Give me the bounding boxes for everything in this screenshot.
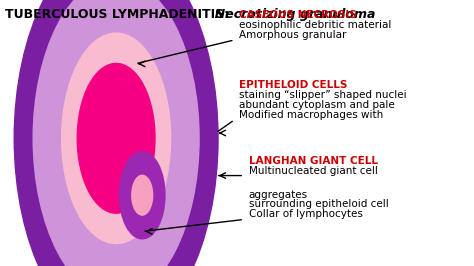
Text: staining “slipper” shaped nuclei: staining “slipper” shaped nuclei	[239, 90, 407, 100]
Text: aggregates: aggregates	[249, 189, 308, 200]
Text: Collar of lymphocytes: Collar of lymphocytes	[249, 209, 363, 219]
Text: CASEOUS NECROSIS: CASEOUS NECROSIS	[239, 10, 357, 20]
Text: eosinophilic debritic material: eosinophilic debritic material	[239, 20, 392, 30]
Text: TUBERCULOUS LYMPHADENITIS:: TUBERCULOUS LYMPHADENITIS:	[5, 8, 229, 21]
Text: Multinucleated giant cell: Multinucleated giant cell	[249, 165, 378, 176]
Text: Necrotizing granuloma: Necrotizing granuloma	[206, 8, 375, 21]
Text: Modified macrophages with: Modified macrophages with	[239, 110, 383, 120]
Ellipse shape	[77, 63, 155, 213]
Text: surrounding epitheloid cell: surrounding epitheloid cell	[249, 200, 389, 210]
Text: abundant cytoplasm and pale: abundant cytoplasm and pale	[239, 100, 395, 110]
Ellipse shape	[33, 0, 199, 266]
Text: EPITHELOID CELLS: EPITHELOID CELLS	[239, 80, 348, 90]
Ellipse shape	[14, 0, 218, 266]
Text: Amorphous granular: Amorphous granular	[239, 30, 347, 40]
Ellipse shape	[119, 152, 165, 239]
Ellipse shape	[62, 33, 171, 244]
Text: LANGHAN GIANT CELL: LANGHAN GIANT CELL	[249, 156, 378, 165]
Ellipse shape	[132, 175, 153, 215]
